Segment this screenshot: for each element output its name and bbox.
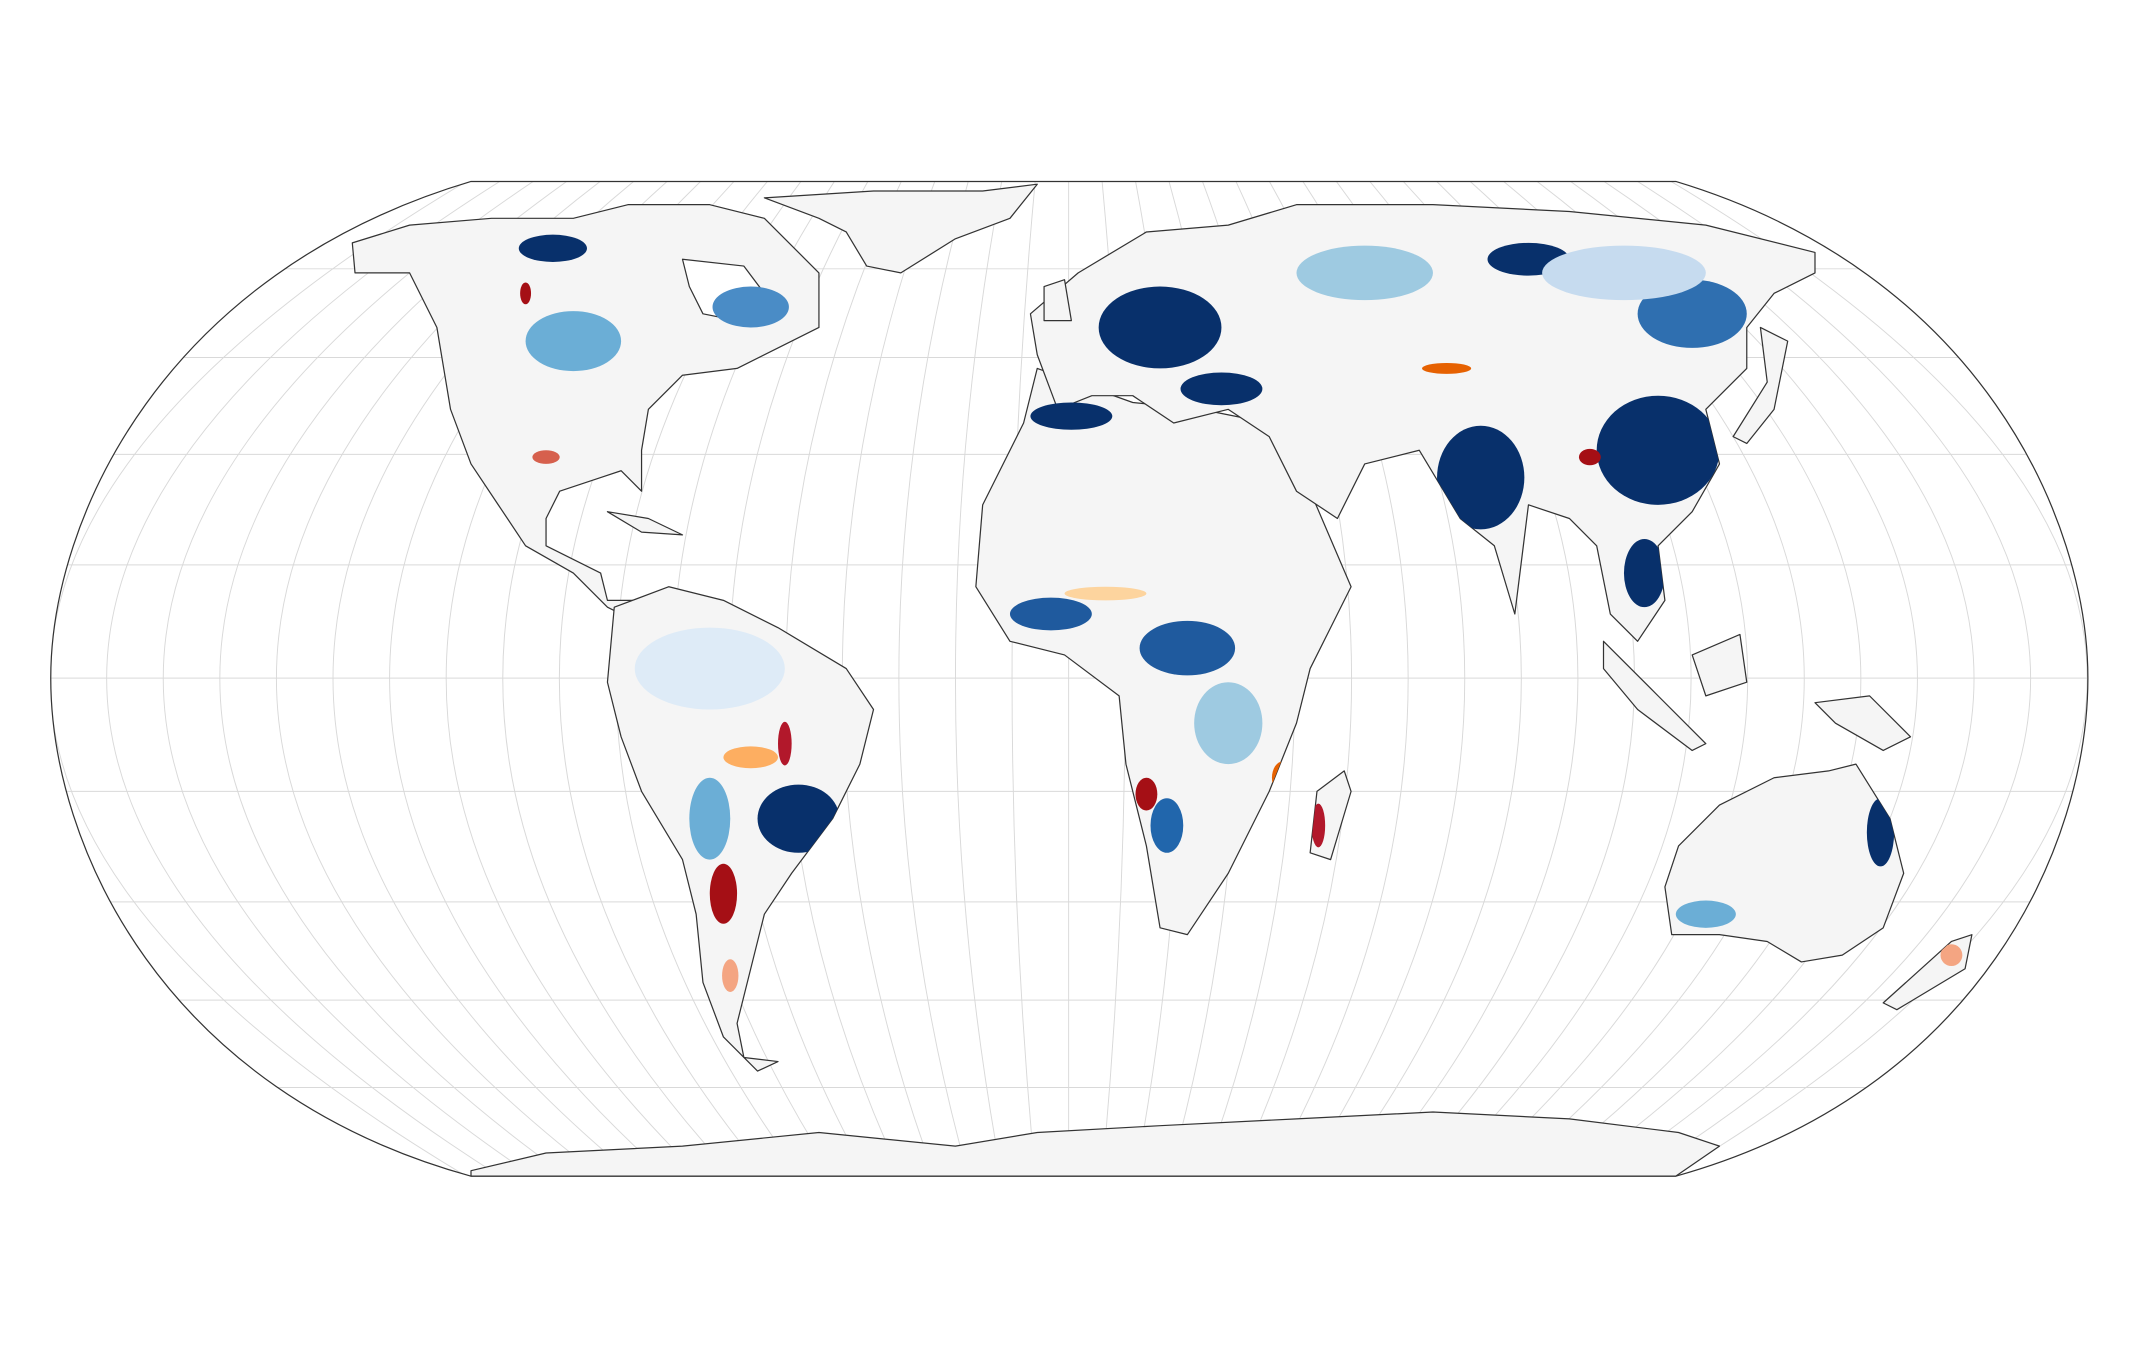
- new-zealand: [1882, 934, 1973, 1011]
- meridian: [1603, 181, 1975, 1177]
- anomaly-patch: [1422, 362, 1472, 374]
- anomaly-patch: [1098, 286, 1222, 369]
- sumatra: [1602, 640, 1707, 752]
- japan: [1732, 326, 1789, 445]
- anomaly-patch: [1135, 777, 1158, 811]
- meridian: [898, 181, 969, 1177]
- antarctica: [470, 1111, 1721, 1177]
- meridian: [50, 181, 467, 1177]
- australia: [1664, 763, 1905, 963]
- borneo: [1691, 633, 1748, 697]
- anomaly-patch: [518, 234, 587, 262]
- anomaly-patch: [1542, 245, 1706, 301]
- anomaly-patch: [1150, 798, 1184, 853]
- anomaly-patch: [1675, 900, 1736, 928]
- anomaly-patch: [1180, 372, 1263, 406]
- anomaly-patch: [525, 311, 622, 372]
- anomaly-patch: [1437, 425, 1525, 530]
- anomaly-patch: [1030, 402, 1113, 430]
- anomaly-patch: [1139, 620, 1236, 676]
- meridian: [1011, 181, 1036, 1177]
- anomaly-patch: [757, 784, 840, 853]
- anomaly-patch: [634, 627, 785, 710]
- meridian: [219, 181, 567, 1177]
- anomaly-patch: [689, 777, 731, 860]
- meridian: [841, 181, 936, 1177]
- globe-outline: [50, 180, 2089, 1177]
- anomaly-patch: [1311, 803, 1326, 848]
- anomaly-patch: [1596, 395, 1720, 505]
- anomaly-patch: [1940, 944, 1963, 967]
- anomaly-patch: [520, 282, 532, 305]
- eurasia: [1029, 204, 1816, 642]
- south-america: [606, 586, 875, 1072]
- meridian: [275, 181, 601, 1177]
- anomaly-patch: [1009, 597, 1092, 631]
- cuba: [606, 511, 684, 536]
- anomaly-patch: [1578, 448, 1601, 466]
- anomaly-patch: [1194, 682, 1263, 765]
- anomaly-patch: [723, 746, 779, 769]
- great-britain: [1043, 279, 1072, 322]
- anomaly-patch: [1296, 245, 1433, 301]
- anomaly-patch: [1637, 279, 1747, 348]
- anomaly-patch: [778, 721, 792, 766]
- anomaly-patch: [709, 863, 738, 924]
- meridian: [106, 181, 500, 1177]
- north-america: [351, 204, 820, 622]
- anomaly-patch: [532, 450, 560, 464]
- meridian: [1670, 181, 2088, 1177]
- meridian: [954, 181, 1003, 1177]
- meridian: [1637, 181, 2032, 1177]
- anomaly-patch: [1866, 798, 1895, 867]
- anomaly-patch: [1623, 538, 1665, 608]
- meridian: [163, 181, 534, 1177]
- anomaly-patch: [722, 959, 739, 992]
- anomaly-patch: [1064, 586, 1147, 601]
- anomaly-patch: [712, 286, 789, 328]
- greenland: [763, 183, 1038, 274]
- new-guinea: [1814, 695, 1912, 752]
